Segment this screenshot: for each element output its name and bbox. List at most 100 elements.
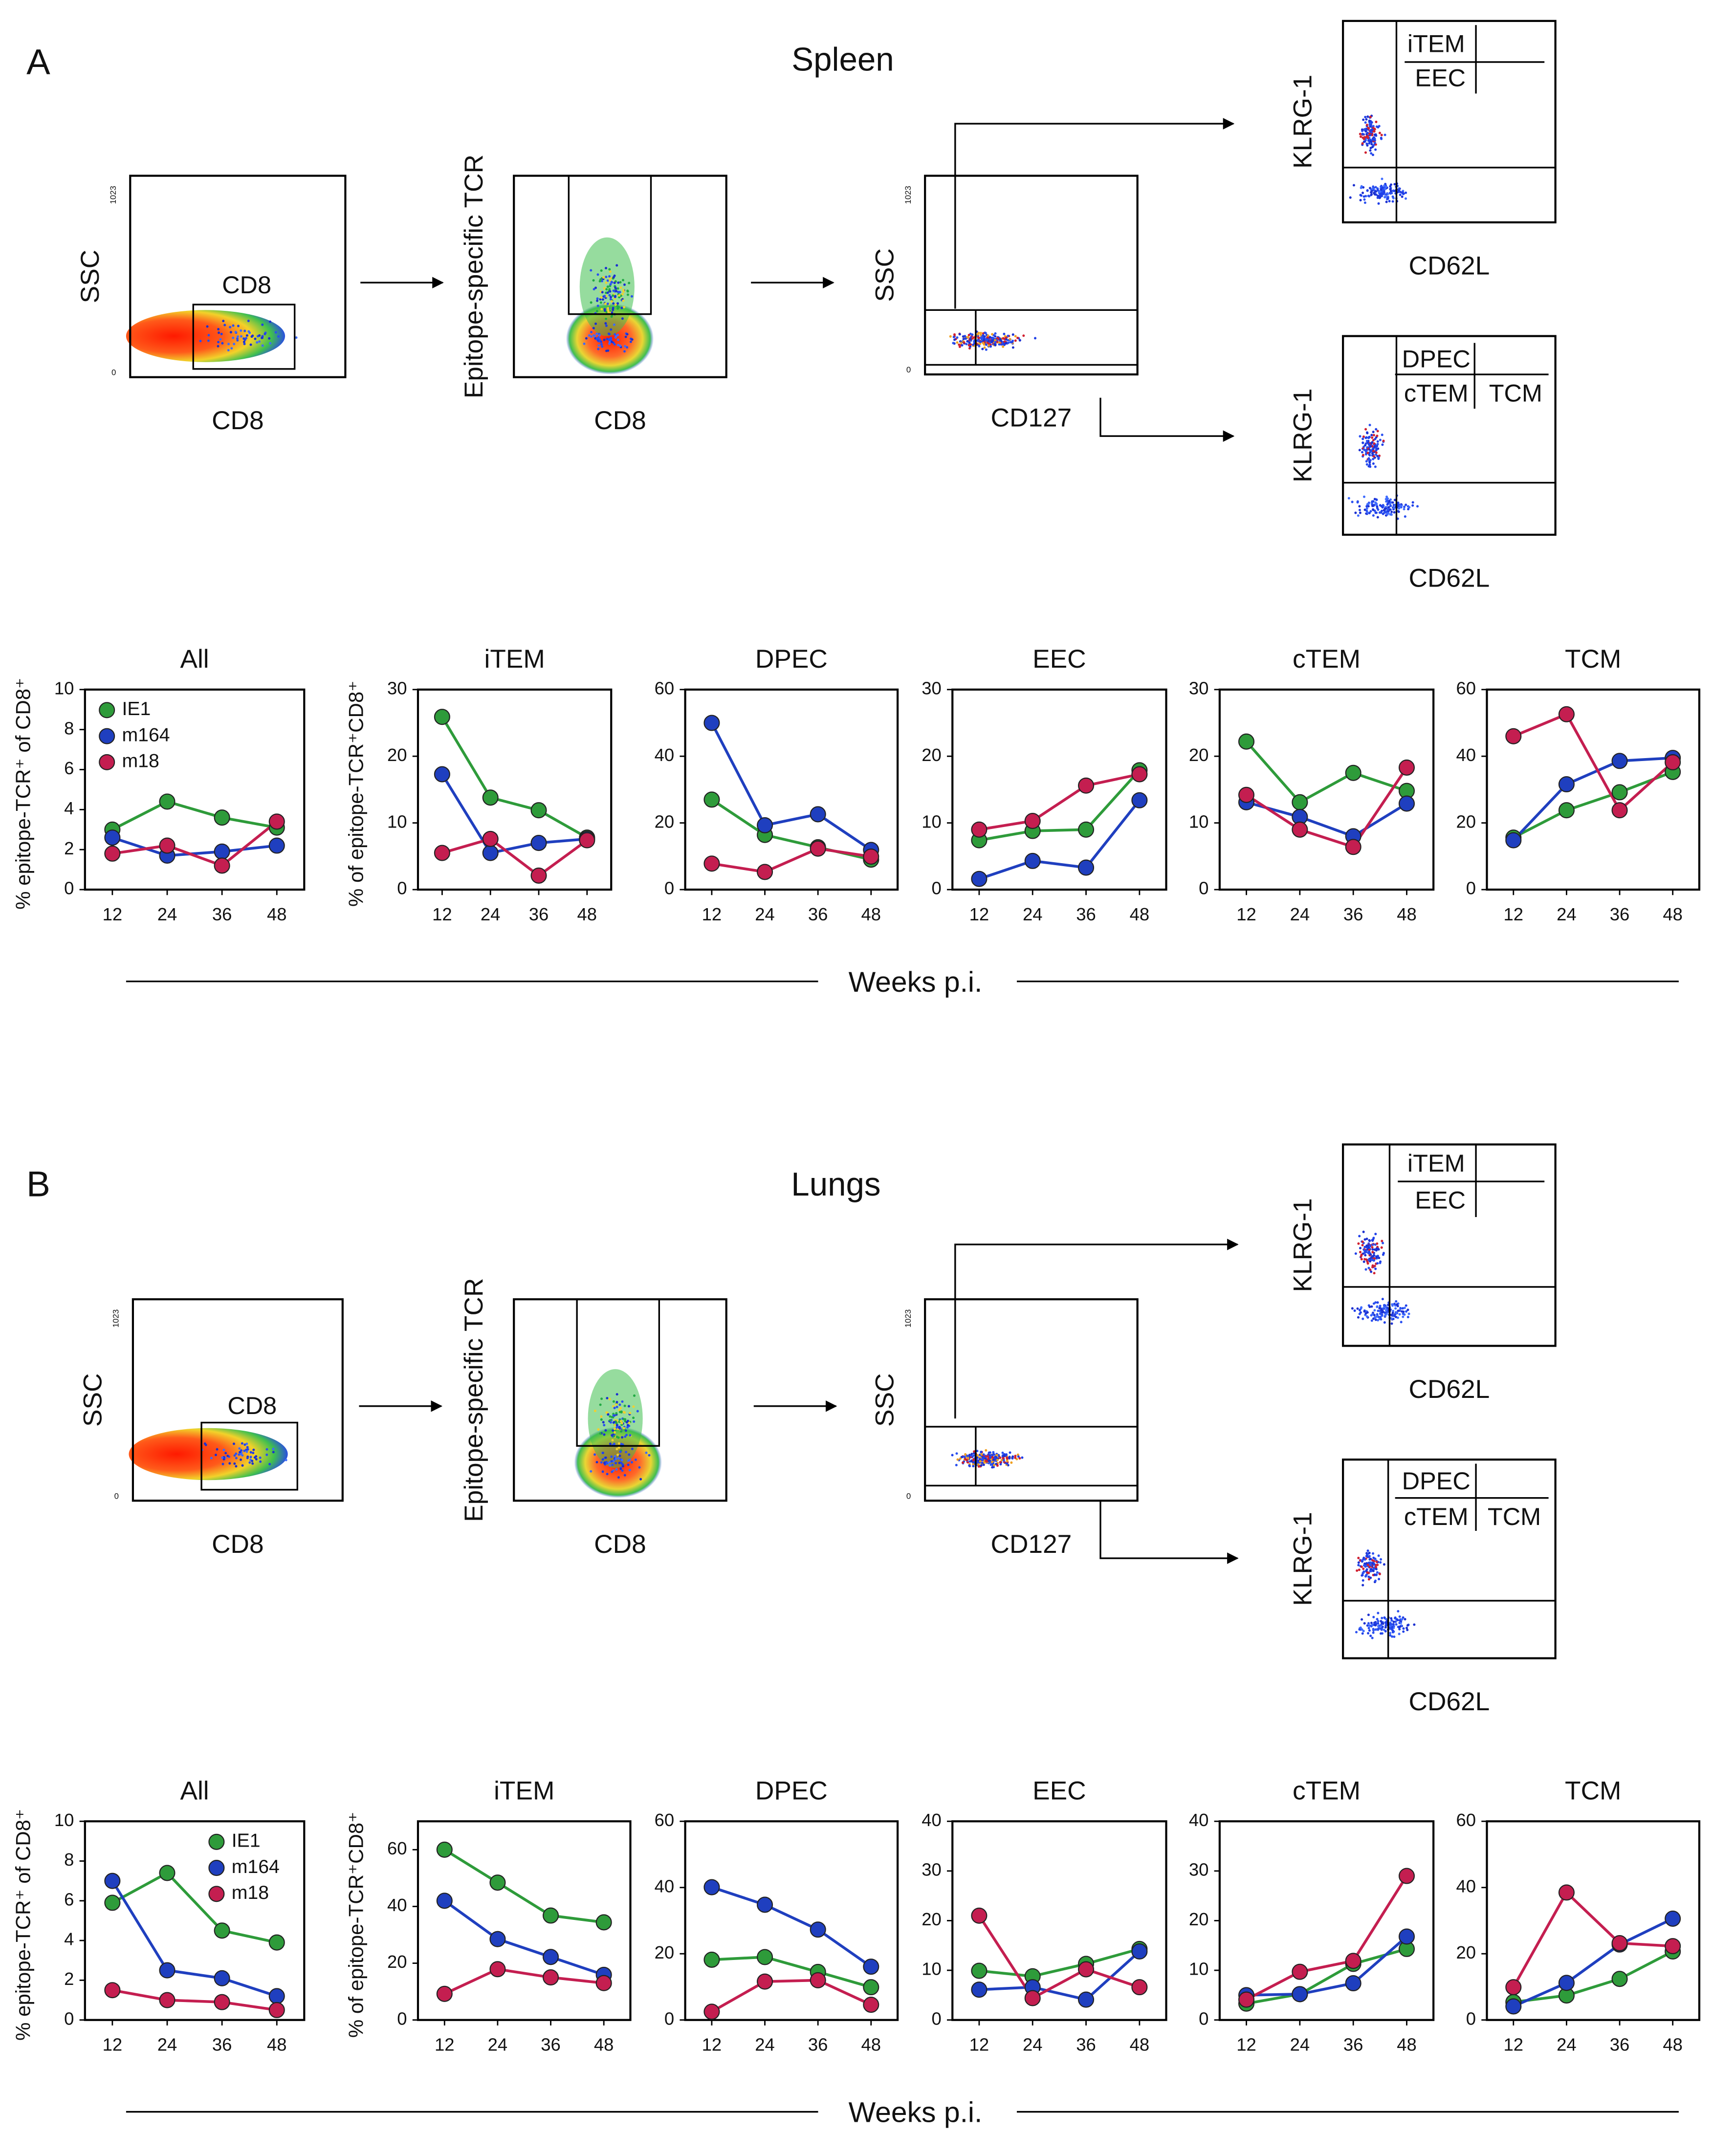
event-dot — [1372, 450, 1375, 453]
event-dot — [1375, 1560, 1378, 1563]
event-dot — [608, 268, 611, 271]
event-dot — [595, 310, 598, 313]
event-dot — [595, 332, 598, 335]
event-dot — [1362, 1630, 1365, 1633]
event-dot — [1011, 346, 1014, 349]
x-tick-label: 48 — [577, 904, 597, 924]
event-dot — [1372, 1631, 1375, 1634]
event-dot — [616, 305, 619, 307]
data-point — [104, 1873, 121, 1889]
event-dot — [611, 1434, 614, 1437]
event-dot — [238, 1453, 241, 1456]
event-dot — [1390, 513, 1393, 516]
event-dot — [999, 338, 1002, 341]
event-dot — [1376, 1242, 1379, 1245]
event-dot — [632, 1405, 635, 1408]
event-dot — [1381, 434, 1384, 436]
event-dot — [1404, 1618, 1406, 1621]
event-dot — [609, 1419, 612, 1422]
series-line — [111, 1871, 277, 1944]
event-dot — [207, 334, 210, 337]
event-dot — [612, 1414, 615, 1417]
event-dot — [623, 1474, 626, 1477]
event-dot — [608, 338, 611, 341]
data-point — [1238, 1991, 1255, 2008]
event-dot — [1357, 1316, 1360, 1319]
event-dot — [1358, 1308, 1361, 1311]
event-dot — [1389, 1632, 1392, 1634]
event-dot — [629, 1434, 632, 1437]
event-dot — [1396, 1619, 1399, 1622]
event-dot — [1384, 1306, 1387, 1309]
event-dot — [1403, 1307, 1406, 1309]
event-dot — [220, 332, 223, 335]
event-dot — [1399, 1307, 1402, 1309]
event-dot — [615, 1422, 618, 1425]
event-dot — [1002, 342, 1005, 345]
event-dot — [1371, 1248, 1374, 1251]
event-dot — [285, 1459, 287, 1461]
series-line — [711, 798, 872, 861]
event-dot — [634, 1458, 637, 1461]
y-tick-label: 40 — [1189, 1810, 1209, 1830]
x-tick-label: 36 — [529, 904, 549, 924]
event-dot — [1361, 1574, 1364, 1577]
series-line — [1246, 801, 1407, 838]
series-line — [111, 800, 277, 831]
event-dot — [600, 296, 603, 299]
event-dot — [1390, 1317, 1393, 1320]
event-dot — [590, 330, 593, 334]
plot-frame — [129, 174, 347, 378]
x-tick-label: 36 — [541, 2035, 561, 2055]
gate-label: TCM — [1488, 1503, 1541, 1530]
event-dot — [596, 273, 599, 276]
data-point — [1292, 1963, 1308, 1980]
event-dot — [1369, 1569, 1372, 1572]
axis-label: KLRG-1 — [1289, 1512, 1318, 1606]
event-dot — [1393, 1314, 1396, 1317]
event-dot — [1372, 1302, 1375, 1305]
event-dot — [621, 293, 624, 296]
data-point — [1398, 1928, 1415, 1945]
event-dot — [1377, 1625, 1380, 1628]
event-dot — [1376, 435, 1379, 437]
gate-label: cTEM — [1404, 1503, 1469, 1530]
event-dot — [1361, 1241, 1364, 1243]
event-dot — [1369, 459, 1372, 462]
event-dot — [1371, 1624, 1374, 1627]
event-dot — [967, 344, 970, 347]
event-dot — [1380, 509, 1383, 512]
event-dot — [1375, 1573, 1378, 1576]
event-dot — [1399, 504, 1402, 507]
data-point — [703, 855, 720, 872]
event-dot — [1381, 193, 1384, 196]
event-dot — [1368, 461, 1371, 464]
event-dot — [1378, 511, 1381, 514]
event-dot — [1406, 1316, 1409, 1319]
event-dot — [976, 1454, 979, 1457]
event-dot — [236, 335, 239, 338]
event-dot — [611, 1470, 614, 1473]
event-dot — [607, 332, 610, 335]
event-dot — [630, 1461, 633, 1464]
event-dot — [1368, 1566, 1371, 1568]
event-dot — [245, 1450, 248, 1453]
event-dot — [607, 1413, 610, 1416]
event-dot — [966, 340, 969, 343]
event-dot — [1368, 448, 1371, 451]
event-dot — [603, 295, 606, 298]
event-dot — [1359, 199, 1362, 202]
event-dot — [603, 338, 606, 341]
event-dot — [1361, 1559, 1363, 1562]
event-dot — [1403, 508, 1406, 511]
event-dot — [1386, 508, 1389, 511]
event-dot — [1367, 1613, 1370, 1616]
event-dot — [1368, 451, 1371, 454]
data-point — [1558, 1975, 1575, 1991]
event-dot — [972, 1459, 975, 1461]
event-dot — [217, 341, 220, 344]
data-point — [489, 1874, 506, 1891]
event-dot — [609, 283, 612, 286]
event-dot — [614, 286, 617, 289]
